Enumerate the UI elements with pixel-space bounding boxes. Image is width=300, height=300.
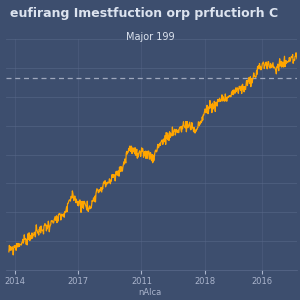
Text: eufirang Imestfuction orp prfuctiorh C: eufirang Imestfuction orp prfuctiorh C (10, 8, 278, 20)
Text: Major 199: Major 199 (126, 32, 174, 41)
Text: nAlca: nAlca (138, 288, 162, 297)
